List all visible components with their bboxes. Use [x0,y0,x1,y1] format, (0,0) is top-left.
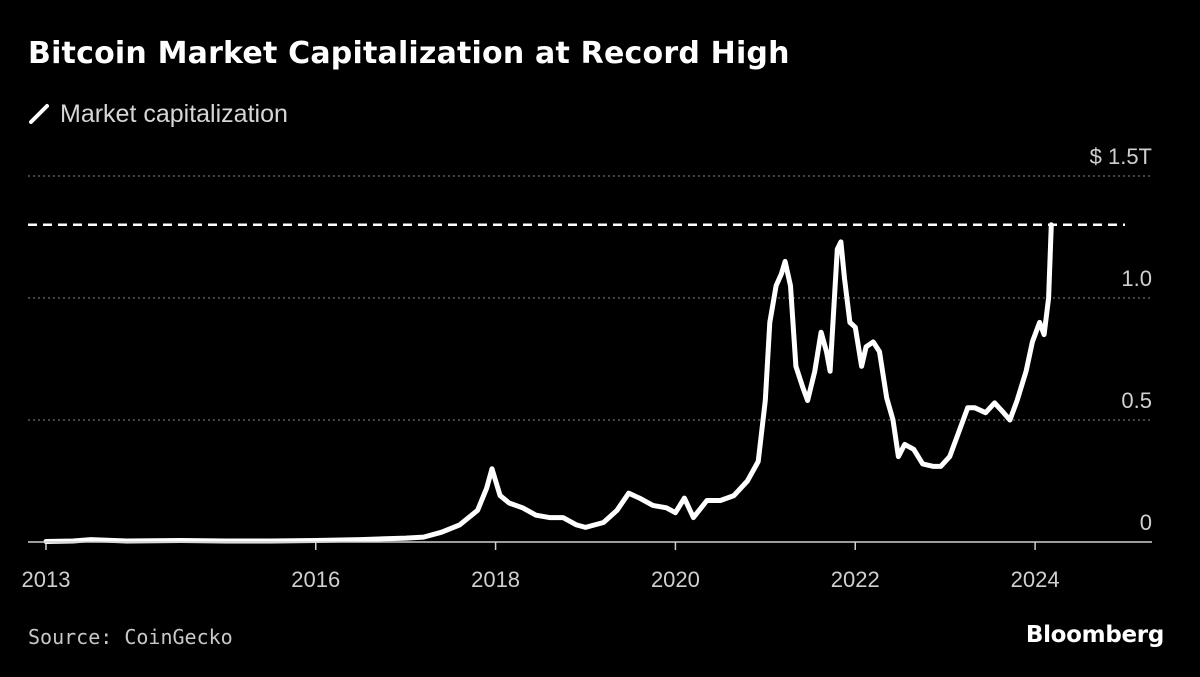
y-tick-label: 0 [1140,510,1152,535]
chart-title: Bitcoin Market Capitalization at Record … [28,36,790,71]
x-tick-label: 2024 [1011,567,1060,592]
legend-label: Market capitalization [60,99,288,128]
y-tick-label: $ 1.5T [1090,144,1152,169]
x-tick-label: 2020 [651,567,700,592]
x-tick-label: 2018 [471,567,520,592]
bloomberg-logo: Bloomberg [1025,622,1164,648]
source-note: Source: CoinGecko [28,625,233,649]
y-tick-label: 1.0 [1121,266,1152,291]
x-tick-label: 2013 [22,567,71,592]
legend: Market capitalization [28,98,288,130]
x-tick-label: 2022 [831,567,880,592]
grid-lines [28,175,1152,421]
legend-line-icon [29,104,49,124]
y-tick-label: 0.5 [1121,388,1152,413]
y-axis-ticks: 0 0.5 1.0 $ 1.5T [1090,144,1152,535]
market-cap-series-line [43,222,1054,544]
x-tick-label: 2016 [291,567,340,592]
x-axis-ticks: 2013 2016 2018 2020 2022 2024 [22,542,1060,592]
